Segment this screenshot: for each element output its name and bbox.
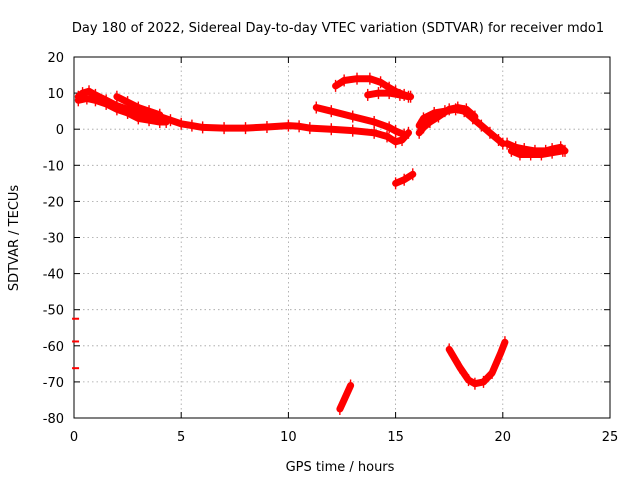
y-tick-label: 0 bbox=[56, 123, 64, 138]
series-line bbox=[336, 382, 355, 413]
series-trace-3 bbox=[113, 90, 164, 121]
y-tick-label: -10 bbox=[43, 159, 64, 174]
y-tick-label: -50 bbox=[43, 304, 64, 319]
y-tick-label: 10 bbox=[47, 87, 64, 102]
y-tick-label: -20 bbox=[43, 195, 64, 210]
series-line bbox=[74, 95, 170, 126]
series-trace-7 bbox=[392, 168, 417, 190]
series-trace-4 bbox=[312, 101, 408, 141]
series-trace-2 bbox=[74, 92, 170, 128]
series-trace-11 bbox=[507, 144, 567, 161]
y-tick-label: -70 bbox=[43, 376, 64, 391]
y-tick-label: -80 bbox=[43, 412, 64, 427]
y-axis-ticks: 20 10 0 -10 -20 -30 -40 -50 -60 -70 -80 bbox=[43, 51, 610, 427]
series-trace-9 bbox=[415, 101, 479, 139]
grid-lines bbox=[74, 57, 610, 418]
x-axis-ticks: 0 5 10 15 20 25 bbox=[70, 57, 618, 445]
x-tick-label: 5 bbox=[177, 430, 185, 445]
y-tick-label: 20 bbox=[47, 51, 64, 66]
x-axis-label: GPS time / hours bbox=[286, 460, 395, 475]
series-trace-12 bbox=[445, 336, 509, 390]
y-tick-label: -60 bbox=[43, 340, 64, 355]
y-tick-label: -40 bbox=[43, 268, 64, 283]
series-trace-13 bbox=[336, 379, 355, 415]
series-trace-6 bbox=[364, 87, 412, 103]
x-tick-label: 25 bbox=[602, 430, 619, 445]
series-line bbox=[445, 338, 509, 388]
y-axis-label: SDTVAR / TECUs bbox=[7, 185, 22, 292]
x-tick-label: 0 bbox=[70, 430, 78, 445]
x-tick-label: 20 bbox=[495, 430, 512, 445]
data-series bbox=[72, 72, 569, 415]
y-tick-label: -30 bbox=[43, 232, 64, 247]
x-tick-label: 10 bbox=[280, 430, 297, 445]
x-tick-label: 15 bbox=[387, 430, 404, 445]
chart-title: Day 180 of 2022, Sidereal Day-to-day VTE… bbox=[72, 21, 604, 36]
